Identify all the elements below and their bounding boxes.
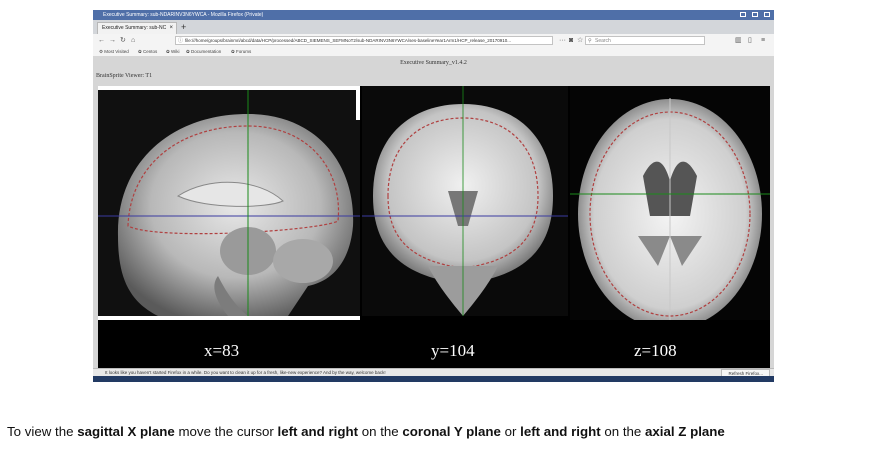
x-coordinate-label: x=83 — [204, 341, 240, 360]
sagittal-slice[interactable] — [98, 86, 360, 320]
coronal-slice[interactable] — [362, 86, 568, 316]
tab-label: Executive Summary: sub-NC — [102, 25, 167, 31]
os-taskbar — [93, 376, 774, 382]
menu-icon[interactable]: ≡ — [761, 37, 766, 44]
search-input[interactable]: ⚲ Search — [585, 36, 705, 45]
star-icon[interactable]: ☆ — [577, 37, 584, 44]
mri-canvas — [98, 86, 770, 368]
more-actions-icon[interactable]: ··· — [559, 37, 566, 44]
tab-bar: Executive Summary: sub-NC × + — [93, 20, 774, 34]
new-tab-icon[interactable]: + — [181, 22, 187, 32]
reload-icon[interactable]: ↻ — [120, 37, 126, 44]
bookmark-forums[interactable]: ✿ Forums — [231, 49, 252, 54]
z-coordinate-label: z=108 — [634, 341, 677, 360]
home-icon[interactable]: ⌂ — [131, 37, 136, 44]
close-icon[interactable]: × — [169, 25, 173, 31]
close-window-button[interactable] — [764, 12, 770, 17]
bookmark-wiki[interactable]: ✿ Wiki — [166, 49, 180, 54]
url-text: file:///home/groups/brainmri/abcd/data/H… — [185, 38, 511, 43]
navigation-bar: ← → ↻ ⌂ ⓘ file:///home/groups/brainmri/a… — [93, 34, 774, 48]
minimize-button[interactable] — [740, 12, 746, 17]
bookmark-documentation[interactable]: ✿ Documentation — [186, 49, 222, 54]
y-coordinate-label: y=104 — [431, 341, 475, 360]
tab-executive-summary[interactable]: Executive Summary: sub-NC × — [97, 22, 177, 34]
page-content: Executive Summary_v1.4.2 BrainSprite Vie… — [93, 56, 774, 368]
window-titlebar: Executive Summary: sub-NDARINV3N6YWCA - … — [93, 10, 774, 20]
search-placeholder: Search — [595, 38, 611, 44]
url-bar[interactable]: ⓘ file:///home/groups/brainmri/abcd/data… — [175, 36, 553, 45]
brainsprite-viewer[interactable]: x=83 y=104 z=108 — [98, 86, 770, 368]
page-title: Executive Summary_v1.4.2 — [400, 60, 467, 66]
notification-message: It looks like you haven't started Firefo… — [105, 370, 386, 375]
bookmark-centos[interactable]: ✿ Centos — [138, 49, 158, 54]
lock-icon: ⓘ — [178, 38, 184, 44]
forward-arrow-icon[interactable]: → — [109, 37, 116, 44]
maximize-button[interactable] — [752, 12, 758, 17]
instruction-caption: To view the sagittal X plane move the cu… — [7, 424, 725, 439]
sidebar-icon[interactable]: ▯ — [748, 37, 752, 44]
screenshot-frame: Executive Summary: sub-NDARINV3N6YWCA - … — [93, 10, 774, 382]
library-icon[interactable]: ▥ — [735, 37, 742, 44]
back-arrow-icon[interactable]: ← — [98, 37, 105, 44]
bookmark-most-visited[interactable]: ⚙ Most Visited — [99, 49, 129, 54]
pocket-icon[interactable]: ◙ — [569, 37, 574, 44]
search-icon: ⚲ — [588, 38, 592, 44]
window-title: Executive Summary: sub-NDARINV3N6YWCA - … — [103, 12, 264, 18]
window-controls — [740, 12, 770, 17]
viewer-label: BrainSprite Viewer: T1 — [96, 73, 153, 79]
